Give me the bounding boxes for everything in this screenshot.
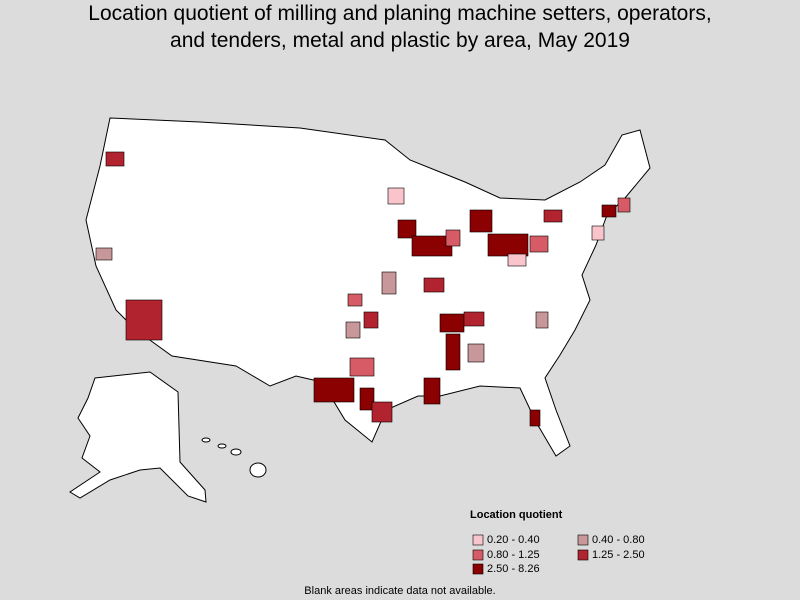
area — [125, 299, 163, 341]
area — [397, 219, 417, 239]
area — [359, 387, 375, 411]
area — [347, 293, 363, 307]
area — [349, 357, 375, 377]
area — [507, 253, 527, 267]
legend-label: 2.50 - 8.26 — [487, 563, 540, 575]
area — [439, 313, 465, 333]
area — [387, 187, 405, 205]
area — [463, 311, 485, 327]
area — [543, 209, 563, 223]
area — [591, 225, 605, 241]
area — [467, 343, 485, 363]
area — [423, 377, 441, 405]
area — [313, 377, 355, 403]
legend-label: 1.25 - 2.50 — [592, 549, 645, 561]
area — [345, 321, 361, 339]
legend-label: 0.20 - 0.40 — [487, 534, 540, 546]
legend-swatch — [577, 549, 589, 561]
area — [535, 311, 549, 329]
alaska — [69, 371, 207, 503]
area — [445, 333, 461, 371]
area — [381, 271, 397, 295]
area — [469, 209, 493, 233]
area — [363, 311, 379, 329]
title-line: and tenders, metal and plastic by area, … — [170, 29, 630, 52]
area — [445, 229, 461, 247]
legend-title: Location quotient — [470, 509, 563, 521]
legend-swatch — [472, 534, 484, 546]
footnote: Blank areas indicate data not available. — [304, 585, 495, 597]
area — [529, 235, 549, 253]
legend-swatch — [577, 534, 589, 546]
legend-label: 0.80 - 1.25 — [487, 549, 540, 561]
lower-48 — [85, 117, 651, 457]
legend: Location quotient 0.20 - 0.40 0.40 - 0.80… — [470, 509, 645, 575]
area — [601, 204, 617, 218]
area — [617, 197, 631, 213]
area — [423, 277, 445, 293]
title-line: Location quotient of milling and planing… — [88, 2, 711, 25]
map — [69, 117, 651, 503]
area — [487, 233, 529, 257]
legend-label: 0.40 - 0.80 — [592, 534, 645, 546]
areas — [95, 151, 631, 427]
area — [95, 247, 113, 261]
hawaii — [201, 437, 267, 478]
legend-swatch — [472, 563, 484, 575]
area — [529, 409, 541, 427]
area — [105, 151, 125, 167]
area — [371, 401, 393, 423]
legend-swatch — [472, 549, 484, 561]
